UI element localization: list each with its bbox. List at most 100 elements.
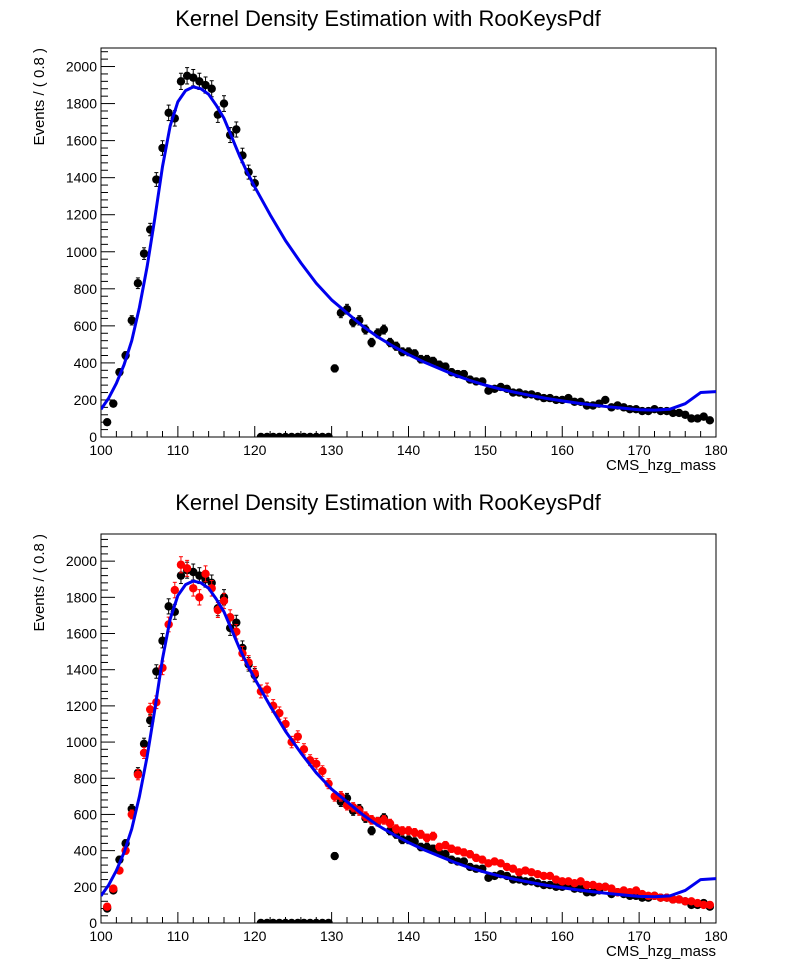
data-point bbox=[508, 864, 518, 873]
plot-area bbox=[101, 67, 716, 437]
data-point bbox=[146, 705, 155, 714]
data-point bbox=[201, 569, 210, 579]
data-point bbox=[182, 564, 192, 573]
data-point bbox=[133, 770, 143, 779]
data-point bbox=[441, 841, 450, 850]
x-tick-label: 130 bbox=[320, 928, 344, 944]
data-point bbox=[299, 745, 309, 754]
data-point bbox=[170, 585, 179, 595]
y-tick-label: 600 bbox=[74, 806, 98, 822]
data-point bbox=[262, 685, 272, 694]
data-point bbox=[416, 830, 425, 839]
x-tick-label: 160 bbox=[551, 928, 575, 944]
data-points-series-2 bbox=[102, 556, 715, 911]
data-point bbox=[164, 108, 173, 118]
x-tick-label: 110 bbox=[167, 442, 190, 458]
x-tick-label: 130 bbox=[320, 442, 344, 458]
data-point bbox=[681, 897, 690, 906]
data-point bbox=[201, 80, 210, 90]
data-point bbox=[102, 417, 112, 427]
y-tick-label: 1400 bbox=[66, 170, 97, 186]
data-point bbox=[109, 884, 118, 893]
x-tick-label: 150 bbox=[474, 928, 498, 944]
y-axis-label: Events / ( 0.8 ) bbox=[31, 534, 48, 632]
data-point bbox=[681, 410, 690, 419]
data-point bbox=[176, 560, 186, 569]
data-point bbox=[318, 766, 327, 776]
data-point bbox=[594, 882, 604, 892]
y-tick-label: 1600 bbox=[66, 133, 97, 149]
x-tick-label: 170 bbox=[627, 928, 651, 944]
y-tick-label: 1400 bbox=[66, 662, 97, 678]
data-point bbox=[705, 900, 715, 910]
data-point bbox=[133, 279, 143, 288]
data-point bbox=[465, 850, 475, 859]
data-point bbox=[324, 432, 333, 437]
data-point bbox=[189, 73, 198, 82]
data-point bbox=[631, 886, 641, 895]
data-points-series-1 bbox=[102, 561, 715, 923]
x-tick-label: 100 bbox=[89, 928, 113, 944]
data-point bbox=[330, 364, 339, 373]
y-tick-label: 1000 bbox=[66, 734, 97, 750]
pdf-curve bbox=[101, 579, 716, 899]
x-tick-label: 140 bbox=[397, 928, 421, 944]
y-tick-label: 0 bbox=[89, 429, 97, 445]
data-point bbox=[705, 416, 715, 425]
data-point bbox=[668, 895, 678, 904]
data-point bbox=[139, 249, 149, 258]
data-point bbox=[699, 900, 708, 910]
chart-panel-1: Kernel Density Estimation with RooKeysPd… bbox=[31, 6, 728, 474]
data-point bbox=[102, 902, 112, 911]
data-point bbox=[312, 759, 321, 768]
data-point bbox=[379, 815, 389, 825]
data-point bbox=[367, 338, 376, 347]
data-point bbox=[219, 99, 229, 108]
y-tick-label: 400 bbox=[74, 843, 98, 859]
data-point bbox=[478, 855, 487, 864]
y-tick-label: 200 bbox=[74, 879, 98, 895]
data-point bbox=[668, 408, 678, 418]
data-point bbox=[385, 819, 395, 828]
x-tick-label: 110 bbox=[167, 928, 190, 944]
data-point bbox=[428, 356, 438, 366]
data-point bbox=[195, 593, 204, 602]
y-tick-label: 0 bbox=[89, 915, 97, 931]
data-point bbox=[232, 125, 241, 134]
data-point bbox=[687, 414, 696, 423]
data-point bbox=[293, 732, 302, 741]
data-point bbox=[109, 399, 118, 408]
x-tick-label: 120 bbox=[243, 442, 267, 458]
data-point bbox=[607, 884, 616, 893]
data-points-series-1 bbox=[102, 67, 715, 437]
data-point bbox=[207, 84, 216, 93]
data-point bbox=[330, 851, 339, 861]
data-point bbox=[367, 826, 376, 835]
y-tick-label: 1800 bbox=[66, 589, 97, 605]
data-point bbox=[127, 316, 136, 325]
data-point bbox=[539, 871, 548, 881]
y-tick-label: 1600 bbox=[66, 626, 97, 642]
plot-frame bbox=[100, 47, 717, 438]
chart-title: Kernel Density Estimation with RooKeysPd… bbox=[175, 490, 601, 515]
x-tick-label: 180 bbox=[704, 442, 728, 458]
data-point bbox=[195, 77, 204, 86]
data-point bbox=[232, 618, 241, 627]
chart-title: Kernel Density Estimation with RooKeysPd… bbox=[175, 6, 601, 31]
data-point bbox=[176, 77, 186, 86]
y-axis-label: Events / ( 0.8 ) bbox=[31, 48, 48, 146]
pdf-curve bbox=[101, 85, 716, 412]
y-tick-label: 1800 bbox=[66, 96, 97, 112]
y-tick-label: 2000 bbox=[66, 59, 97, 75]
y-tick-label: 1000 bbox=[66, 244, 97, 260]
x-axis-label: CMS_hzg_mass bbox=[606, 457, 716, 474]
data-point bbox=[324, 918, 333, 923]
data-point bbox=[164, 602, 173, 611]
data-point bbox=[545, 871, 555, 881]
x-tick-label: 160 bbox=[551, 442, 575, 458]
x-tick-label: 140 bbox=[397, 442, 421, 458]
x-tick-label: 120 bbox=[243, 928, 267, 944]
x-axis-label: CMS_hzg_mass bbox=[606, 943, 716, 960]
data-point bbox=[576, 877, 585, 886]
